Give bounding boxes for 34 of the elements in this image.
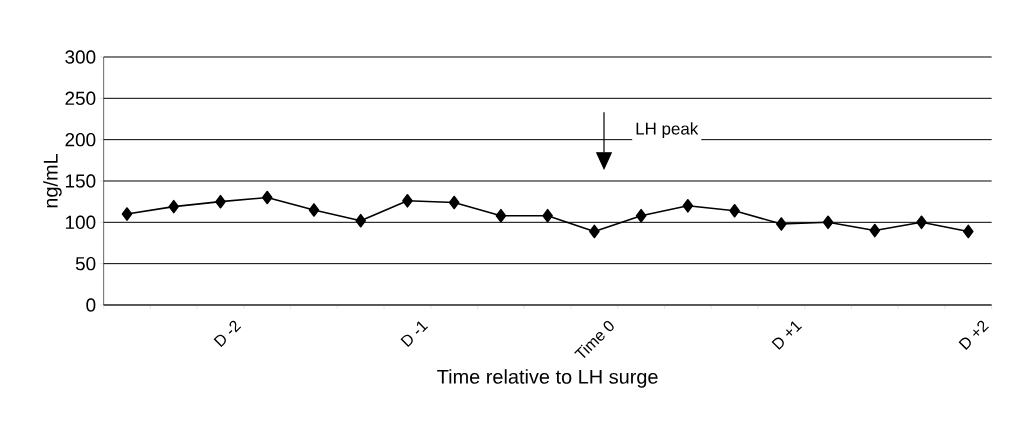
point [776,217,787,231]
x-tick-label: Time 0 [574,321,614,358]
y-tick-label: 200 [65,132,96,147]
point [635,208,647,223]
y-tick-label: 150 [65,174,96,188]
x-tick-label: D +2 [958,320,989,350]
point [168,199,180,214]
point [448,195,460,210]
point [495,208,507,223]
x-axis-title: Time relative to LH surge [437,369,658,388]
point [121,207,133,221]
annotation: LH peak [636,122,699,139]
x-tick-label: D -1 [400,321,429,348]
point [402,194,413,208]
point [542,208,553,223]
y-tick-label: 100 [65,215,96,230]
point [869,223,881,238]
point [261,190,273,205]
point [355,213,366,228]
point [729,203,740,218]
y-tick-label: 250 [65,91,96,106]
y-tick-label: 50 [75,256,96,271]
y-axis-title: ng/mL [43,153,62,208]
x-tick-label: D +1 [771,321,802,350]
point [962,224,974,239]
point [215,194,226,209]
x-tick-label: D -2 [213,320,242,348]
y-tick-label: 300 [65,50,96,64]
point [682,198,694,213]
point [589,224,600,239]
point [308,203,320,217]
point [822,215,834,230]
y-tick-label: 0 [86,298,96,312]
point [916,215,927,230]
